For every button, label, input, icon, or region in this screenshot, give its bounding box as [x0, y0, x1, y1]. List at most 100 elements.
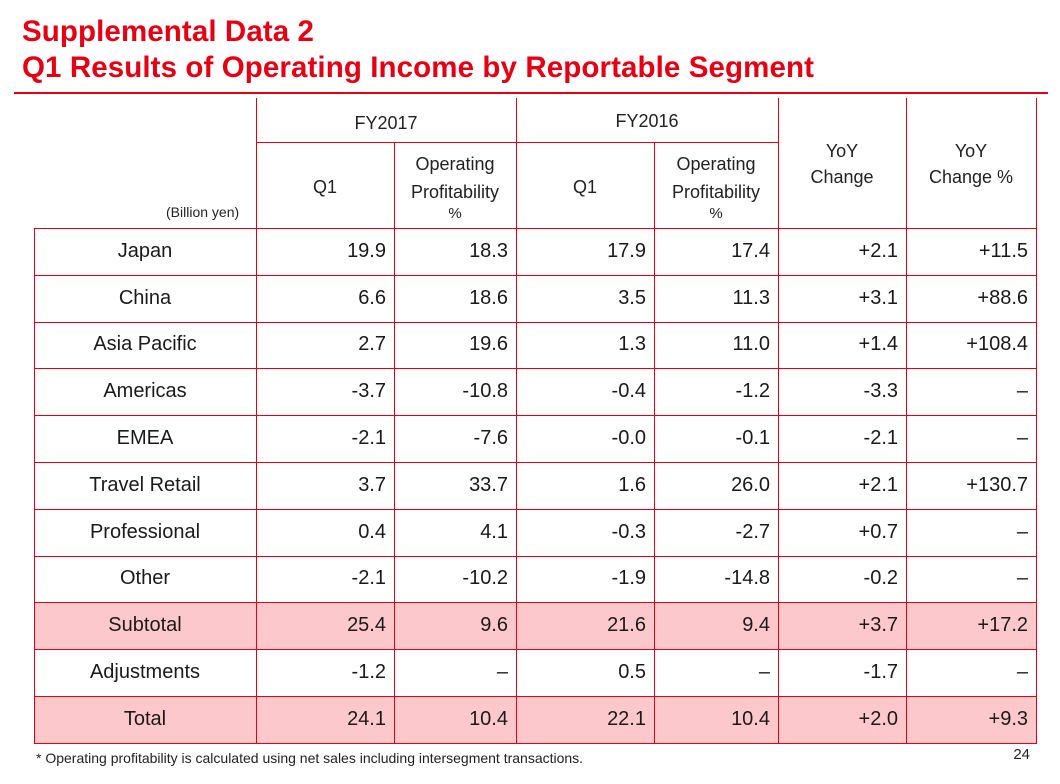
- q1-fy2016-value: 21.6: [607, 614, 646, 637]
- row-divider: [34, 555, 1037, 557]
- op-profitability-fy2016-value: 26.0: [731, 473, 770, 496]
- row-divider: [34, 508, 1037, 510]
- title-line-1: Supplemental Data 2: [22, 15, 315, 48]
- segment-name: Asia Pacific: [93, 333, 197, 356]
- page-title: Supplemental Data 2 Q1 Results of Operat…: [22, 14, 814, 86]
- yoy-change-pct-value: +17.2: [977, 614, 1028, 637]
- yoy-change-value: +1.4: [858, 333, 898, 356]
- header-yoy-change-pct: YoY Change %: [928, 141, 1014, 187]
- q1-fy2017-value: -1.2: [351, 661, 386, 684]
- header-q1-fy2016: Q1: [572, 177, 597, 197]
- q1-fy2016-value: -0.3: [611, 520, 646, 543]
- footnote: * Operating profitability is calculated …: [36, 750, 584, 766]
- q1-fy2017-value: 19.9: [347, 239, 386, 262]
- yoy-change-value: +0.7: [858, 520, 898, 543]
- op-profitability-fy2017-value: 19.6: [469, 333, 508, 356]
- column-divider: [654, 142, 655, 743]
- yoy-change-pct-value: –: [1016, 380, 1028, 403]
- op-profitability-fy2016-value: -2.7: [735, 520, 770, 543]
- op-profitability-fy2016-value: 17.4: [731, 239, 770, 262]
- q1-fy2017-value: -2.1: [351, 427, 386, 450]
- yoy-change-pct-value: –: [1016, 661, 1028, 684]
- header-fy2017: FY2017: [354, 113, 418, 133]
- column-divider: [34, 228, 35, 743]
- q1-fy2016-value: -1.9: [611, 567, 646, 590]
- row-divider: [34, 696, 1037, 697]
- yoy-change-value: +3.1: [858, 286, 898, 309]
- segment-name: Total: [123, 707, 167, 730]
- row-divider: [34, 368, 1037, 370]
- yoy-change-pct-value: –: [1016, 567, 1028, 590]
- op-profitability-fy2017-value: 18.3: [469, 239, 508, 262]
- q1-fy2016-value: -0.0: [611, 427, 646, 450]
- unit-label: (Billion yen): [166, 204, 240, 220]
- op-profitability-fy2017-value: 10.4: [469, 707, 508, 730]
- op-profitability-fy2017-value: 18.6: [469, 286, 508, 309]
- row-divider: [34, 742, 1037, 744]
- title-underline: [14, 92, 1048, 94]
- q1-fy2017-value: 2.7: [358, 333, 386, 356]
- column-divider: [778, 98, 779, 743]
- q1-fy2017-value: -3.7: [351, 380, 386, 403]
- op-profitability-fy2016-value: 10.4: [731, 707, 770, 730]
- op-profitability-fy2017-value: 9.6: [480, 614, 508, 637]
- row-divider: [34, 415, 1037, 417]
- yoy-change-pct-value: +9.3: [988, 707, 1028, 730]
- yoy-change-value: -1.7: [863, 661, 898, 684]
- yoy-change-pct-value: +108.4: [966, 333, 1028, 356]
- op-profitability-fy2016-value: –: [758, 661, 770, 684]
- yoy-change-pct-value: +11.5: [978, 239, 1028, 262]
- op-profitability-fy2016-value: 11.3: [732, 286, 770, 309]
- column-divider: [906, 98, 907, 743]
- segment-name: Japan: [117, 239, 173, 262]
- q1-fy2017-value: -2.1: [351, 567, 386, 590]
- title-line-2: Q1 Results of Operating Income by Report…: [22, 51, 815, 84]
- op-profitability-fy2016-value: 9.4: [742, 614, 770, 637]
- op-profitability-fy2016-value: 11.0: [732, 333, 770, 356]
- segment-name: China: [118, 286, 172, 309]
- header-fy2016: FY2016: [615, 111, 679, 131]
- yoy-change-pct-value: +88.6: [977, 286, 1028, 309]
- q1-fy2016-value: 3.5: [618, 286, 646, 309]
- row-divider: [34, 228, 1037, 229]
- yoy-change-value: -0.2: [863, 567, 898, 590]
- yoy-change-value: -2.1: [863, 427, 898, 450]
- op-profitability-fy2017-value: 4.1: [480, 520, 508, 543]
- segment-name: Professional: [89, 520, 201, 543]
- q1-fy2017-value: 3.7: [358, 473, 386, 496]
- yoy-change-pct-value: –: [1016, 427, 1028, 450]
- yoy-change-value: +2.1: [858, 239, 898, 262]
- yoy-change-value: +2.0: [858, 707, 898, 730]
- segment-name: Americas: [103, 380, 187, 403]
- segment-name: Adjustments: [89, 661, 201, 684]
- row-divider: [34, 274, 1037, 276]
- q1-fy2017-value: 24.1: [347, 707, 386, 730]
- q1-fy2017-value: 6.6: [358, 286, 386, 309]
- q1-fy2016-value: 0.5: [618, 661, 646, 684]
- column-divider: [394, 142, 395, 743]
- op-profitability-fy2017-value: 33.7: [469, 473, 508, 496]
- segment-name: Travel Retail: [89, 473, 201, 496]
- yoy-change-pct-value: –: [1016, 520, 1028, 543]
- header-divider-fy2017: [256, 142, 516, 143]
- row-divider: [34, 649, 1037, 651]
- column-divider: [1036, 98, 1037, 743]
- q1-fy2016-value: 1.3: [618, 333, 646, 356]
- header-yoy-change: YoY Change: [810, 141, 874, 187]
- yoy-change-pct-value: +130.7: [966, 473, 1028, 496]
- header-divider-fy2016: [516, 142, 778, 143]
- op-profitability-fy2016-value: -14.8: [724, 567, 770, 590]
- op-profitability-fy2017-value: -7.6: [473, 427, 508, 450]
- row-divider: [34, 462, 1037, 463]
- row-divider: [34, 321, 1037, 323]
- yoy-change-value: +3.7: [858, 614, 898, 637]
- q1-fy2016-value: 1.6: [618, 473, 646, 496]
- q1-fy2016-value: 17.9: [607, 239, 646, 262]
- yoy-change-value: -3.3: [863, 380, 898, 403]
- q1-fy2016-value: -0.4: [611, 380, 646, 403]
- header-op-profitability-fy2017: Operating Profitability %: [410, 154, 500, 222]
- header-q1-fy2017: Q1: [312, 177, 337, 197]
- op-profitability-fy2016-value: -1.2: [735, 380, 770, 403]
- page-number: 24: [1013, 746, 1030, 763]
- highlight-row-bg: [34, 696, 1036, 743]
